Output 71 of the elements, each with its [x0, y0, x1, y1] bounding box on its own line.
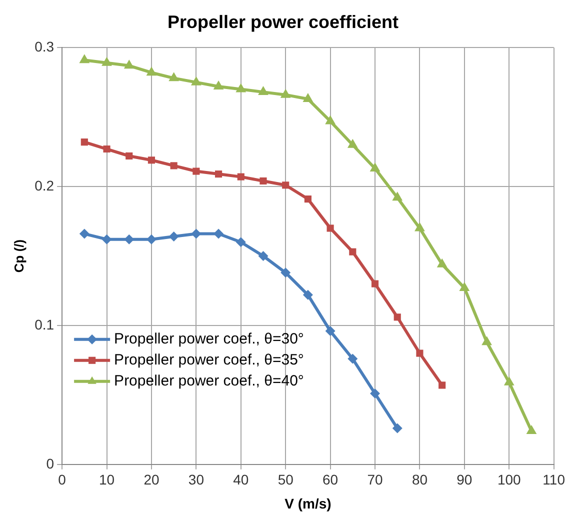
point	[302, 290, 313, 300]
point	[325, 326, 336, 336]
point	[436, 258, 448, 268]
legend-label: Propeller power coef., θ=40°	[114, 372, 304, 390]
point	[148, 156, 156, 164]
point	[170, 162, 178, 170]
point	[103, 145, 110, 153]
point	[168, 232, 179, 242]
legend-label: Propeller power coef., θ=30°	[114, 330, 304, 348]
point	[282, 182, 290, 189]
point	[258, 86, 268, 96]
point	[304, 196, 312, 203]
point	[124, 234, 134, 244]
point	[348, 354, 358, 364]
point	[280, 268, 291, 278]
legend-label: Propeller power coef., θ=35°	[114, 352, 304, 368]
x-axis-title: V (m/s)	[284, 495, 332, 512]
point	[236, 237, 246, 248]
point	[168, 72, 180, 82]
chart-title: Propeller power coefficient	[167, 12, 399, 32]
x-tick-label: 40	[233, 472, 249, 488]
x-tick-label: 80	[412, 472, 428, 488]
point	[236, 83, 246, 92]
x-tick-label: 90	[456, 472, 472, 488]
point	[438, 382, 446, 389]
point	[214, 228, 224, 239]
x-tick-label: 100	[497, 472, 522, 488]
x-tick-label: 110	[542, 472, 566, 488]
point	[146, 234, 156, 244]
x-tick-label: 50	[278, 472, 294, 488]
y-tick-label: 0	[46, 455, 54, 472]
point	[260, 177, 267, 185]
x-tick-label: 20	[144, 472, 160, 488]
point	[126, 152, 133, 160]
point	[79, 228, 90, 239]
point	[371, 280, 379, 288]
point	[347, 138, 358, 148]
x-tick-label: 0	[58, 472, 66, 488]
point	[349, 248, 356, 256]
point	[192, 168, 200, 175]
y-tick-label: 0.3	[34, 38, 54, 54]
y-tick-label: 0.2	[34, 177, 54, 194]
point	[79, 54, 90, 64]
x-tick-label: 30	[188, 472, 204, 488]
point	[146, 66, 157, 76]
x-tick-label: 60	[322, 472, 338, 488]
x-tick-label: 10	[98, 472, 115, 488]
point	[237, 173, 244, 180]
point	[102, 234, 112, 244]
point	[325, 115, 336, 124]
point	[392, 423, 402, 434]
point	[258, 251, 268, 261]
point	[394, 314, 401, 321]
point	[213, 80, 224, 90]
point	[102, 56, 112, 66]
point	[190, 76, 202, 86]
point	[370, 162, 380, 172]
y-axis-title: Cp (/)	[11, 239, 26, 273]
y-tick-label: 0.1	[34, 316, 54, 332]
point	[416, 350, 424, 357]
point	[191, 228, 202, 239]
point	[302, 93, 314, 102]
point	[392, 192, 403, 201]
point	[124, 60, 134, 69]
x-tick-label: 70	[367, 472, 384, 488]
point	[370, 388, 380, 399]
point	[215, 170, 222, 178]
point	[280, 88, 291, 98]
point	[80, 138, 88, 146]
point	[414, 222, 425, 232]
point	[326, 224, 334, 232]
